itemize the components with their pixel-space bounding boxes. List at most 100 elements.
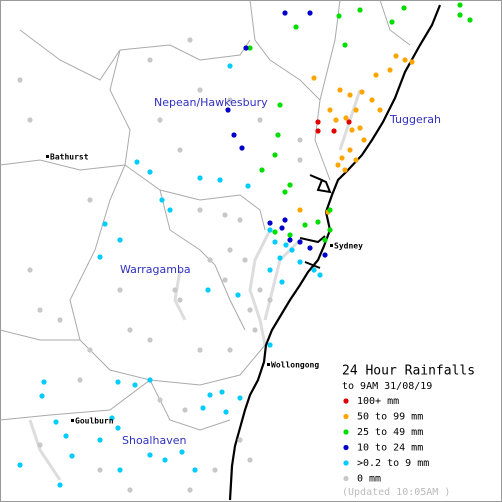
station-dot [17,462,23,468]
station-dot [97,437,103,443]
legend-swatch [343,429,349,435]
station-dot [311,75,317,81]
station-dot [353,157,359,163]
town-label: Wollongong [271,361,319,370]
station-dot [172,287,178,293]
legend-label: 10 to 24 mm [357,443,423,454]
station-dot [347,147,353,153]
station-dot [409,59,415,65]
station-dot [167,207,173,213]
town-marker [330,244,333,247]
station-dot [247,307,253,313]
station-dot [87,197,93,203]
updated-note: (Updated 10:05AM ) [342,487,450,498]
station-dot [247,45,253,51]
station-dot [457,2,463,8]
station-dot [197,207,203,213]
station-dot [457,12,463,18]
station-dot [219,389,225,395]
station-dot [53,419,59,425]
station-dot [243,45,249,51]
station-dot [272,152,278,158]
station-dot [69,453,75,459]
town-marker [267,363,270,366]
station-dot [322,237,328,243]
station-dot [97,467,103,473]
station-dot [277,255,283,261]
station-dot [27,267,33,273]
station-dot [39,393,45,399]
station-dot [297,137,303,143]
station-dot [279,279,285,285]
station-dot [401,5,407,11]
station-dot [317,272,323,278]
station-dot [41,379,47,385]
legend-label: 0 mm [357,474,381,485]
station-dot [297,239,303,245]
station-dot [343,115,349,121]
station-dot [63,433,69,439]
station-dot [97,254,103,260]
station-dot [357,7,363,13]
station-dot [336,13,342,19]
station-dot [342,42,348,48]
station-dot [57,482,63,488]
station-dot [117,237,123,243]
station-dot [349,127,355,133]
legend-swatch [343,398,349,404]
station-dot [257,287,263,293]
station-dot [227,63,233,69]
station-dot [187,37,193,43]
station-dot [217,177,223,183]
station-dot [132,382,138,388]
station-dot [127,487,133,493]
legend-swatch [343,460,349,466]
station-dot [147,169,153,175]
station-dot [346,119,352,125]
town-marker [71,419,74,422]
station-dot [282,189,288,195]
station-dot [287,237,293,243]
station-dot [302,222,308,228]
station-dot [311,267,317,273]
station-dot [267,267,273,273]
station-dot [157,397,163,403]
station-dot [327,207,333,213]
station-dot [337,87,343,93]
station-dot [257,117,263,123]
station-dot [197,347,203,353]
station-dot [179,449,185,455]
station-dot [37,442,43,448]
station-dot [115,379,121,385]
station-dot [331,128,337,134]
station-dot [182,407,188,413]
station-dot [242,257,248,263]
station-dot [147,57,153,63]
station-dot [187,487,193,493]
station-dot [287,232,293,238]
station-dot [387,67,393,73]
station-dot [267,342,273,348]
station-dot [245,183,251,189]
station-dot [267,227,273,233]
station-dot [315,219,321,225]
station-dot [235,292,241,298]
station-dot [377,107,383,113]
station-dot [333,117,339,123]
station-dot [347,92,353,98]
station-dot [37,307,43,313]
station-dot [157,117,163,123]
station-dot [369,97,375,103]
station-dot [272,239,278,245]
station-dot [57,317,63,323]
station-dot [283,242,289,248]
station-dot [357,125,363,131]
station-dot [247,457,253,463]
town-marker [46,155,49,158]
station-dot [279,225,285,231]
station-dot [239,145,245,151]
station-dot [335,162,341,168]
station-dot [402,57,408,63]
